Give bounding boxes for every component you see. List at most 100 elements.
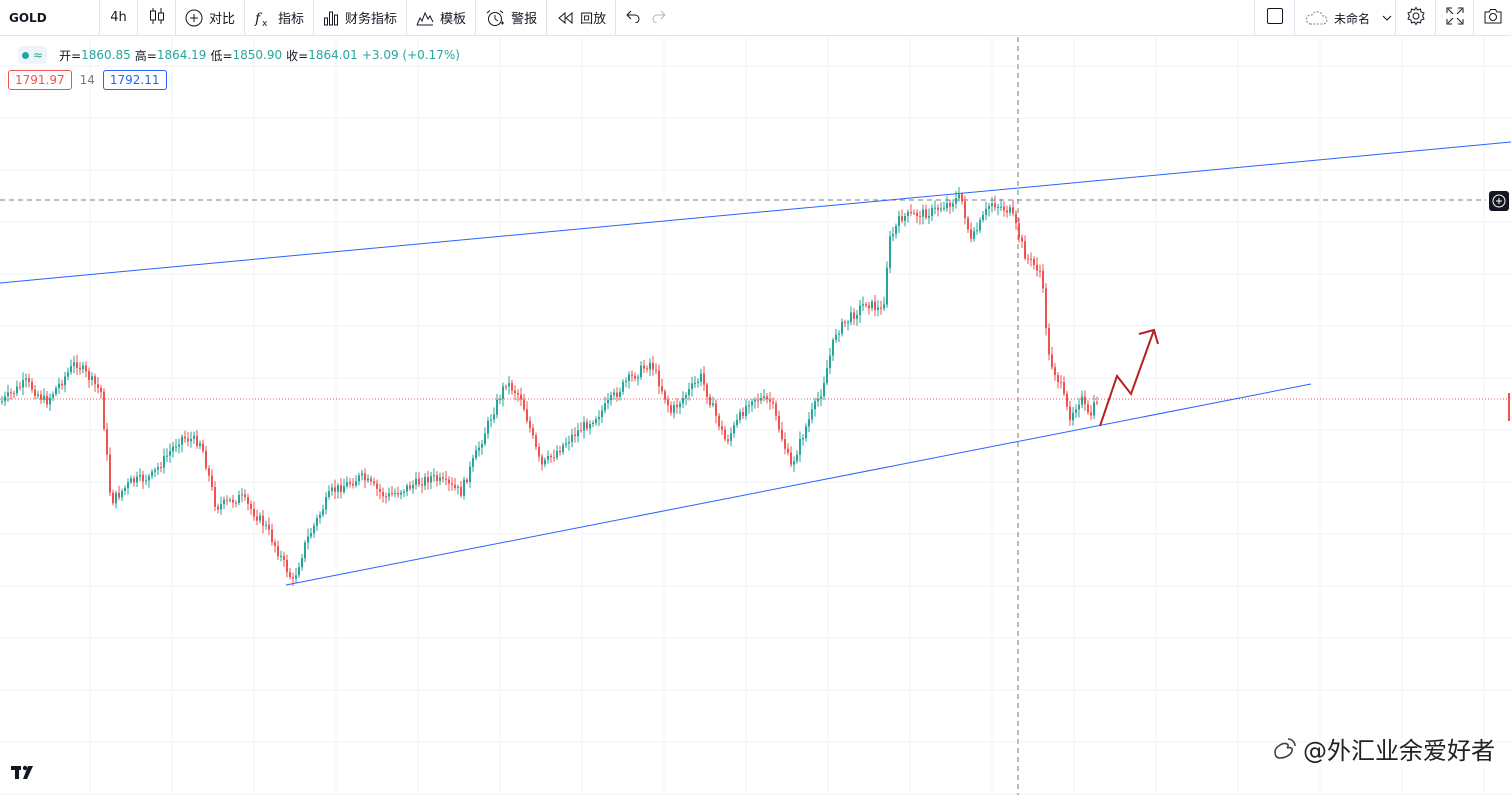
candle-body: [922, 209, 924, 217]
candle-body: [622, 381, 624, 392]
layout-name-button[interactable]: 未命名: [1294, 0, 1395, 36]
candle-body: [1060, 381, 1062, 383]
candle-body: [25, 378, 27, 380]
candle-body: [655, 369, 657, 371]
candle-body: [739, 412, 741, 420]
candle-body: [355, 481, 357, 486]
indicator-value-red[interactable]: 1791.97: [8, 70, 72, 90]
templates-button[interactable]: 模板: [407, 0, 477, 36]
lower-trendline[interactable]: [285, 383, 1312, 586]
candle-body: [835, 334, 837, 340]
candle-body: [748, 405, 750, 407]
candle-body: [604, 403, 606, 411]
candle-body: [208, 468, 210, 476]
candle-body: [190, 438, 192, 442]
candle-body: [148, 476, 150, 481]
candle-body: [571, 434, 573, 442]
redo-button[interactable]: [646, 0, 674, 36]
candle-body: [448, 479, 450, 484]
replay-button[interactable]: 回放: [547, 0, 617, 36]
candle-body: [775, 403, 777, 416]
indicator-value-blue[interactable]: 1792.11: [102, 70, 167, 90]
candle-body: [133, 478, 135, 483]
projection-arrow[interactable]: [1099, 329, 1155, 427]
candle-body: [838, 333, 840, 335]
candle-body: [892, 234, 894, 237]
candle-body: [472, 458, 474, 467]
screenshot-button[interactable]: [1473, 0, 1511, 36]
candle-body: [520, 394, 522, 400]
candle-body: [589, 424, 591, 429]
compare-label: 对比: [209, 12, 236, 27]
financials-button[interactable]: 财务指标: [314, 0, 408, 36]
candle-body: [673, 404, 675, 413]
undo-button[interactable]: [616, 0, 646, 36]
candle-body: [787, 448, 789, 453]
select-layout-button[interactable]: [1254, 0, 1294, 36]
candle-body: [220, 504, 222, 510]
candle-body: [952, 203, 954, 207]
candle-body: [19, 386, 21, 388]
candle-body: [37, 394, 39, 396]
candle-body: [124, 487, 126, 491]
candle-body: [619, 391, 621, 397]
price-chart-canvas[interactable]: [0, 37, 1511, 795]
candle-body: [817, 398, 819, 402]
add-price-level-button[interactable]: [1489, 191, 1509, 211]
compare-button[interactable]: 对比: [176, 0, 246, 36]
candle-body: [547, 455, 549, 460]
candle-body: [211, 475, 213, 487]
candle-body: [781, 429, 783, 440]
candle-body: [937, 207, 939, 210]
high-value: 1864.19: [156, 48, 207, 62]
candle-body: [403, 491, 405, 493]
candle-body: [847, 321, 849, 324]
candle-body: [1063, 382, 1065, 394]
legend-toggle[interactable]: ≈: [18, 46, 48, 64]
alert-button[interactable]: 警报: [476, 0, 548, 36]
candle-body: [301, 558, 303, 568]
upper-trendline[interactable]: [0, 141, 1511, 284]
plus-circle-icon: [185, 9, 203, 27]
candle-body: [1042, 270, 1044, 289]
candle-body: [955, 198, 957, 204]
candle-body: [10, 392, 12, 394]
candle-body: [895, 226, 897, 235]
candle-body: [166, 455, 168, 457]
candle-body: [172, 446, 174, 452]
candle-body: [178, 444, 180, 447]
candle-body: [814, 401, 816, 410]
symbol-search[interactable]: GOLD: [0, 0, 100, 36]
candle-body: [628, 374, 630, 381]
candle-body: [73, 362, 75, 367]
tradingview-logo-icon[interactable]: [10, 762, 38, 788]
candle-body: [130, 478, 132, 483]
candle-body: [859, 305, 861, 316]
candle-body: [79, 367, 81, 370]
candle-body: [730, 433, 732, 442]
interval-button[interactable]: 4h: [100, 0, 138, 36]
candle-body: [283, 555, 285, 560]
candle-body: [34, 389, 36, 396]
fullscreen-button[interactable]: [1435, 0, 1473, 36]
candle-body: [925, 209, 927, 218]
candle-body: [625, 380, 627, 382]
candle-body: [358, 475, 360, 482]
change-value: +3.09 (+0.17%): [361, 48, 460, 62]
chart-type-button[interactable]: [138, 0, 176, 36]
candle-body: [439, 477, 441, 481]
candle-body: [1081, 396, 1083, 405]
candle-body: [226, 499, 228, 501]
candle-body: [916, 212, 918, 217]
candle-body: [757, 399, 759, 401]
candle-body: [580, 430, 582, 432]
open-key: 开=: [59, 48, 82, 63]
candle-body: [16, 386, 18, 394]
candle-body: [610, 395, 612, 400]
candle-body: [193, 435, 195, 439]
candle-body: [940, 208, 942, 210]
candle-body: [169, 451, 171, 456]
candle-body: [550, 455, 552, 458]
settings-button[interactable]: [1395, 0, 1435, 36]
